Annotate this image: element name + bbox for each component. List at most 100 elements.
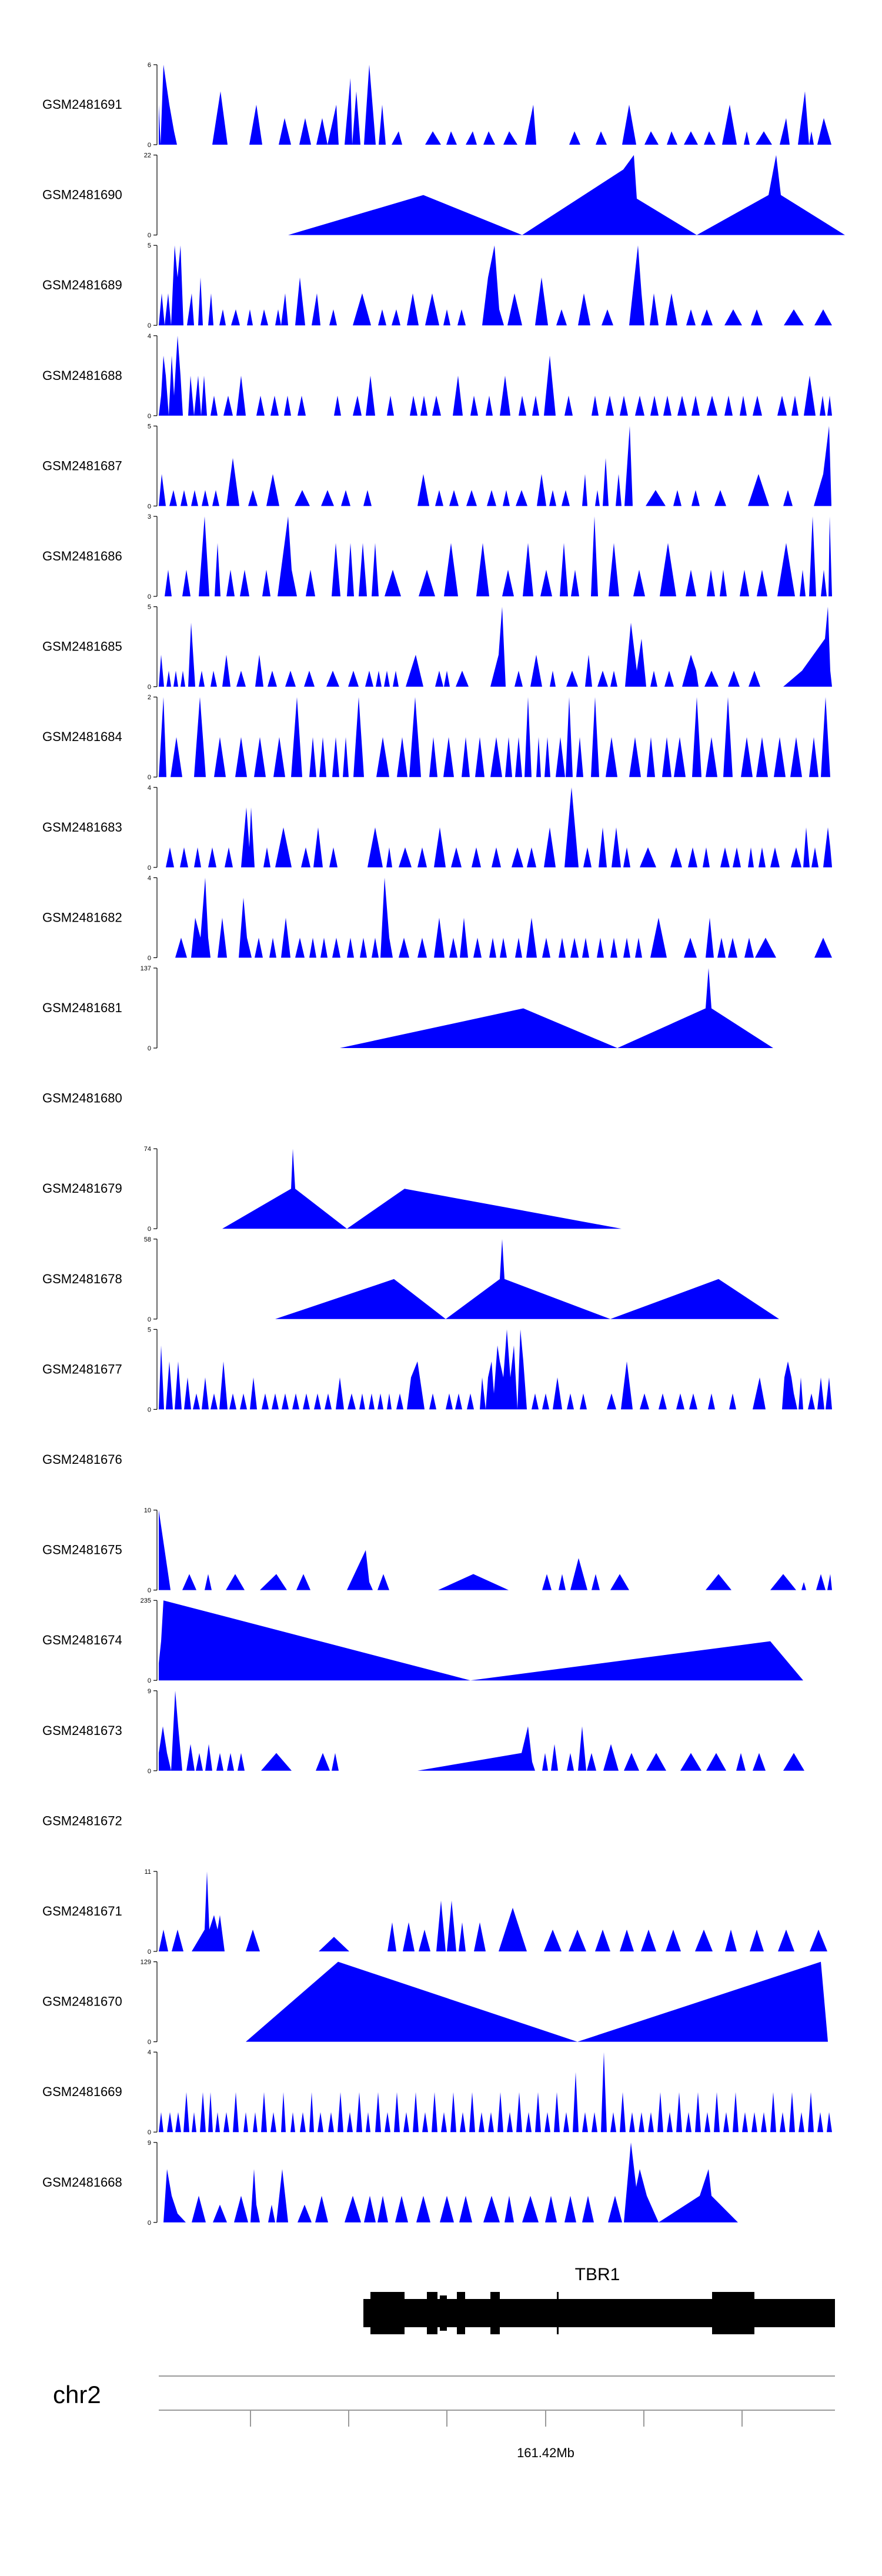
coverage-track: GSM2481669 4 0 [42,2049,832,2136]
coverage-track: GSM2481679 74 0 [42,1146,622,1233]
sample-label: GSM2481684 [42,729,122,744]
y-max-label: 10 [144,1507,151,1514]
sample-label: GSM2481675 [42,1543,122,1557]
y-max-label: 5 [148,604,151,611]
gene-exon [490,2292,500,2334]
y-max-label: 11 [145,1868,151,1876]
y-max-label: 3 [148,513,151,520]
y-max-label: 129 [141,1959,151,1966]
axis-ticks [250,2410,743,2427]
coverage-track: GSM2481683 4 0 [42,785,832,872]
coverage-track: GSM2481671 11 0 [42,1868,827,1956]
coverage-area [159,65,831,145]
sample-label: GSM2481691 [42,97,122,112]
gene-exon [440,2295,447,2331]
sample-label: GSM2481677 [42,1362,122,1376]
coverage-track: GSM2481675 10 0 [42,1507,832,1594]
coverage-area [246,1961,828,2042]
y-max-label: 6 [148,62,151,69]
y-max-label: 9 [148,1688,151,1695]
gene-marker-line [557,2292,559,2334]
y-min-label: 0 [148,1768,151,1775]
coverage-track: GSM2481670 129 0 [42,1959,828,2046]
coverage-area [159,1871,827,1951]
sample-label: GSM2481670 [42,1994,122,2009]
coverage-area [175,877,832,958]
y-max-label: 4 [148,875,151,882]
coverage-track: GSM2481687 5 0 [42,423,831,510]
coverage-track: GSM2481689 5 0 [42,242,832,329]
gene-exon [712,2292,754,2334]
coverage-area [159,426,831,506]
coverage-area [159,245,832,326]
coverage-area [163,2142,738,2223]
y-max-label: 4 [148,785,151,792]
sample-label: GSM2481678 [42,1272,122,1286]
y-min-label: 0 [148,2220,151,2227]
y-min-label: 0 [148,1045,151,1052]
y-min-label: 0 [148,2129,151,2136]
sample-label: GSM2481681 [42,1000,122,1015]
coverage-track: GSM2481681 137 0 [42,965,773,1052]
y-min-label: 0 [148,322,151,329]
gene-track: TBR1 [363,2265,835,2334]
position-label: 161.42Mb [517,2445,574,2460]
coverage-track: GSM2481672 [42,1813,122,1828]
coverage-area [159,697,830,778]
y-min-label: 0 [148,232,151,239]
y-min-label: 0 [148,503,151,510]
coverage-track: GSM2481688 4 0 [42,333,832,420]
coverage-area [275,1239,779,1319]
y-min-label: 0 [148,593,151,600]
y-max-label: 137 [141,965,151,972]
sample-label: GSM2481683 [42,820,122,835]
gene-name-label: TBR1 [575,2265,620,2284]
gene-exon [457,2292,465,2334]
coverage-area [159,1690,804,1771]
coverage-track: GSM2481680 [42,1091,122,1106]
y-max-label: 4 [148,2049,151,2056]
coverage-track: GSM2481691 6 0 [42,62,831,149]
coverage-area [159,1600,803,1681]
coverage-area [159,606,832,687]
y-max-label: 4 [148,333,151,340]
coverage-track: GSM2481685 5 0 [42,604,832,691]
sample-label: GSM2481673 [42,1723,122,1738]
sample-label: GSM2481668 [42,2175,122,2190]
y-min-label: 0 [148,865,151,872]
coverage-tracks: GSM248169160GSM2481690220GSM248168950GSM… [42,62,845,2227]
y-max-label: 5 [148,1326,151,1333]
y-min-label: 0 [148,684,151,691]
coverage-track: GSM2481684 2 0 [42,694,830,781]
chromosome-label: chr2 [53,2381,101,2408]
sample-label: GSM2481682 [42,910,122,925]
sample-label: GSM2481676 [42,1452,122,1467]
coverage-track: GSM2481690 22 0 [42,152,845,239]
y-max-label: 5 [148,423,151,430]
y-min-label: 0 [148,2039,151,2046]
coverage-track: GSM2481677 5 0 [42,1326,832,1413]
sample-label: GSM2481690 [42,188,122,202]
y-min-label: 0 [148,1948,151,1956]
y-min-label: 0 [148,142,151,149]
coverage-area [222,1149,622,1229]
coverage-track: GSM2481674 235 0 [42,1597,803,1684]
sample-label: GSM2481686 [42,549,122,563]
coverage-area [165,516,832,596]
coverage-area [159,1510,832,1590]
sample-label: GSM2481689 [42,278,122,292]
coverage-track: GSM2481686 3 0 [42,513,832,600]
y-max-label: 9 [148,2140,151,2147]
sample-label: GSM2481669 [42,2084,122,2099]
coverage-area [340,968,773,1048]
sample-label: GSM2481688 [42,368,122,383]
y-max-label: 2 [148,694,151,701]
sample-label: GSM2481674 [42,1633,122,1647]
y-min-label: 0 [148,955,151,962]
coverage-track: GSM2481668 9 0 [42,2140,738,2227]
coverage-track: GSM2481673 9 0 [42,1688,804,1775]
y-min-label: 0 [148,1316,151,1323]
y-max-label: 235 [141,1597,151,1604]
y-min-label: 0 [148,1587,151,1594]
